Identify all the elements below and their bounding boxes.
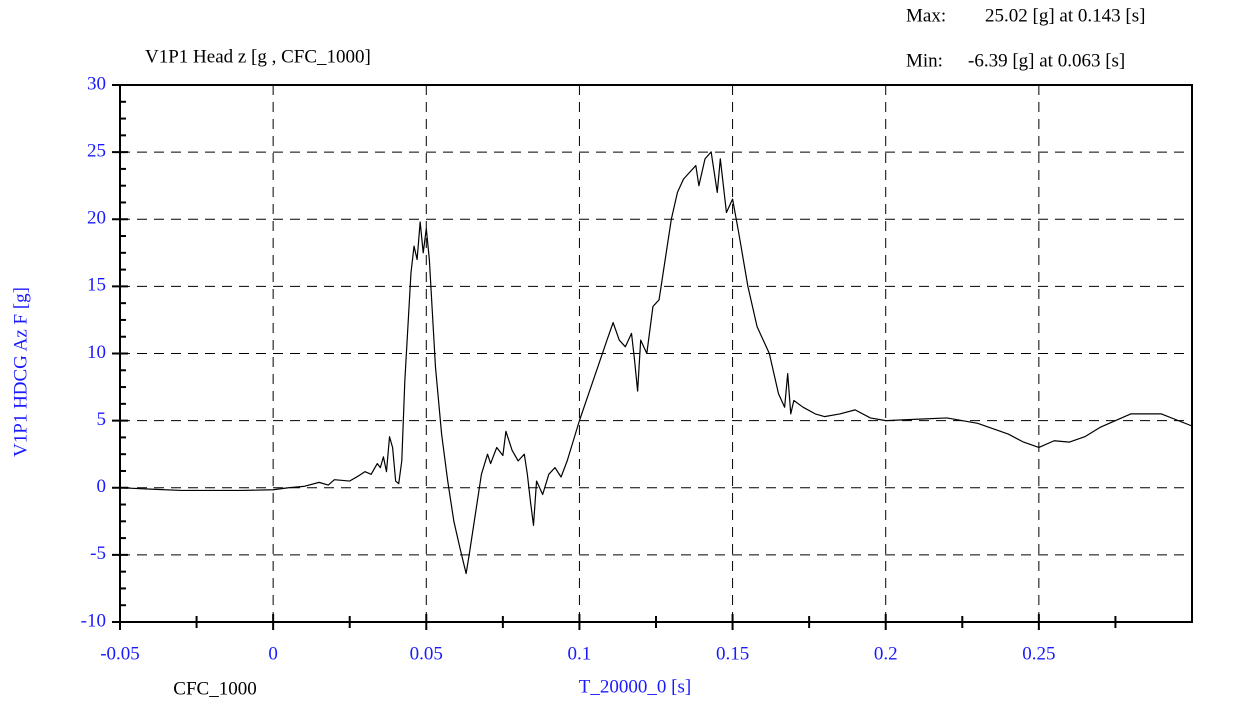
min-label: Min: [906, 50, 943, 71]
data-line [119, 151, 1193, 575]
y-tick-label: 25 [87, 140, 106, 161]
x-tick-label: 0.25 [1022, 643, 1055, 664]
y-tick-label: 20 [87, 208, 106, 229]
x-tick-label: 0.1 [568, 643, 592, 664]
y-tick-label: -10 [81, 610, 106, 631]
y-tick-label: 5 [97, 409, 107, 430]
x-tick-label: 0 [268, 643, 278, 664]
x-tick-label: 0.15 [716, 643, 749, 664]
y-tick-label: 10 [87, 342, 106, 363]
max-text: 25.02 [g] at 0.143 [s] [985, 5, 1145, 26]
x-axis-label: T_20000_0 [s] [579, 676, 691, 697]
min-text: -6.39 [g] at 0.063 [s] [968, 50, 1125, 71]
max-label: Max: [906, 5, 946, 26]
x-tick-label: 0.05 [410, 643, 443, 664]
filter-label: CFC_1000 [173, 678, 256, 699]
y-tick-label: 30 [87, 73, 106, 94]
x-tick-label: -0.05 [100, 643, 140, 664]
y-tick-label: 0 [97, 476, 107, 497]
plot-frame [119, 84, 1193, 623]
y-tick-label: 15 [87, 275, 106, 296]
x-tick-label: 0.2 [874, 643, 898, 664]
chart-title: V1P1 Head z [g , CFC_1000] [145, 46, 371, 67]
y-axis-label: V1P1 HDCG Az F [g] [10, 287, 31, 457]
y-tick-label: -5 [90, 543, 106, 564]
